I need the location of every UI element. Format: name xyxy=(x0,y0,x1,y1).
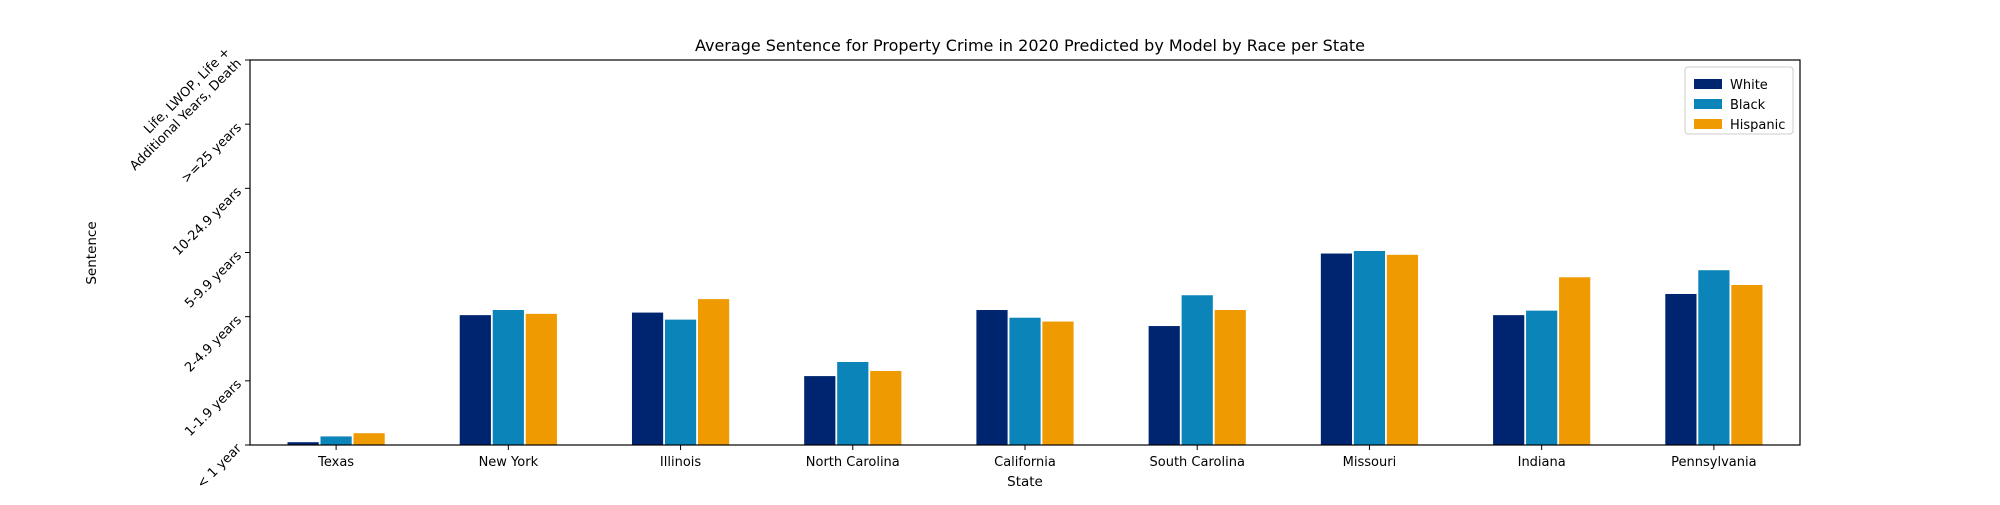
bar-black-indiana xyxy=(1525,309,1559,446)
bar-hispanic-north-carolina xyxy=(869,370,903,446)
bar-hispanic-illinois xyxy=(697,298,730,446)
x-tick-label: Pennsylvania xyxy=(1671,455,1756,470)
x-axis-label: State xyxy=(1007,474,1043,490)
legend-swatch-hispanic xyxy=(1694,119,1722,129)
bar-hispanic-texas xyxy=(352,432,386,446)
legend-label-black: Black xyxy=(1730,98,1766,113)
bar-hispanic-california xyxy=(1041,320,1075,446)
y-tick-label: 2-4.9 years xyxy=(182,313,245,376)
bar-black-missouri xyxy=(1353,250,1386,446)
y-tick-label: 10-24.9 years xyxy=(171,184,245,258)
bar-hispanic-pennsylvania xyxy=(1730,284,1764,446)
bar-black-illinois xyxy=(664,318,697,446)
bar-white-north-carolina xyxy=(803,375,837,446)
y-axis-label: Sentence xyxy=(84,221,100,284)
x-tick-label: Illinois xyxy=(660,455,701,470)
bar-hispanic-new-york xyxy=(524,313,558,446)
x-tick-label: Texas xyxy=(317,455,354,470)
bar-white-indiana xyxy=(1492,314,1526,446)
bar-white-pennsylvania xyxy=(1664,293,1698,446)
legend: White Black Hispanic xyxy=(1684,66,1794,135)
y-tick-label: < 1 year xyxy=(194,441,245,492)
bar-white-new-york xyxy=(458,314,492,446)
legend-label-white: White xyxy=(1730,78,1768,93)
y-tick-label: 1-1.9 years xyxy=(182,377,245,440)
bar-white-illinois xyxy=(631,311,664,446)
x-tick-label: New York xyxy=(479,455,539,470)
y-tick-label: >=25 years xyxy=(179,120,245,186)
bar-black-new-york xyxy=(491,309,525,446)
legend-swatch-black xyxy=(1694,99,1722,109)
bars xyxy=(286,250,1764,446)
legend-swatch-white xyxy=(1694,79,1722,89)
y-tick-label: 5-9.9 years xyxy=(182,249,245,312)
bar-hispanic-south-carolina xyxy=(1213,309,1247,446)
bar-hispanic-missouri xyxy=(1386,254,1419,446)
x-tick-label: North Carolina xyxy=(806,455,900,470)
bar-black-north-carolina xyxy=(836,361,870,446)
bar-white-missouri xyxy=(1320,252,1353,446)
bar-black-pennsylvania xyxy=(1697,269,1731,446)
bar-white-california xyxy=(975,309,1009,446)
bar-hispanic-indiana xyxy=(1558,276,1592,446)
x-tick-label: California xyxy=(994,455,1056,470)
legend-label-hispanic: Hispanic xyxy=(1730,118,1785,133)
x-tick-label: Indiana xyxy=(1518,455,1566,470)
y-tick-label: Life, LWOP, Life +Additional Years, Deat… xyxy=(116,45,245,174)
x-tick-label: South Carolina xyxy=(1150,455,1245,470)
bar-white-south-carolina xyxy=(1147,325,1181,446)
x-axis: Texas New York Illinois North Carolina Calif… xyxy=(317,445,1757,470)
x-tick-label: Missouri xyxy=(1343,455,1397,470)
bar-black-texas xyxy=(319,435,353,446)
chart-title: Average Sentence for Property Crime in 2… xyxy=(695,36,1365,55)
bar-black-south-carolina xyxy=(1180,294,1214,446)
bar-black-california xyxy=(1008,316,1042,446)
